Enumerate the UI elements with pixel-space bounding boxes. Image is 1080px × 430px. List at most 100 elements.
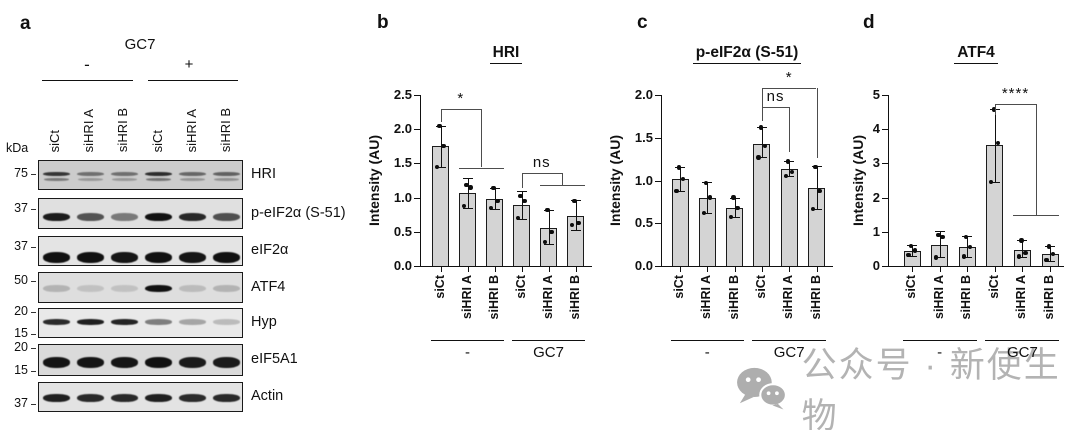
y-tick-label: 0.0 — [393, 258, 412, 273]
x-tick-mark — [707, 266, 709, 272]
protein-band — [42, 213, 70, 221]
y-tick-mark — [655, 223, 661, 225]
x-category-label: siCt — [904, 275, 918, 299]
error-bar-cap-bottom — [543, 244, 554, 246]
chart-title: ATF4 — [896, 44, 1056, 64]
data-point — [1016, 254, 1022, 259]
y-tick-mark — [882, 129, 888, 131]
x-category-label: siHRI B — [959, 275, 974, 320]
lane-label: siCt — [47, 129, 63, 152]
y-axis-line — [888, 95, 889, 266]
kda-marker-tick — [31, 247, 36, 248]
bar — [753, 143, 771, 266]
x-tick-mark — [761, 266, 763, 272]
kda-marker-label: 15 — [14, 363, 28, 377]
error-bar-line — [494, 188, 496, 209]
data-point — [701, 210, 706, 216]
x-tick-mark — [734, 266, 736, 272]
x-tick-mark — [680, 266, 681, 272]
protein-band — [179, 251, 207, 263]
data-point — [991, 107, 996, 112]
data-point — [704, 180, 709, 186]
protein-label: Hyp — [251, 314, 277, 330]
data-point — [758, 125, 764, 130]
x-tick-mark — [1050, 266, 1051, 272]
protein-band — [145, 356, 173, 368]
y-tick-label: 3 — [872, 155, 880, 171]
significance-label: ns — [532, 153, 551, 171]
data-point — [491, 185, 496, 191]
treatment-group-label: GC7 — [1006, 344, 1038, 361]
data-point — [522, 198, 527, 204]
data-point — [676, 165, 682, 170]
data-point — [437, 123, 442, 128]
protein-band — [42, 251, 70, 263]
lane-label: siHRI B — [115, 107, 131, 152]
y-tick-label: 2.5 — [393, 87, 412, 102]
error-bar-cap-bottom — [675, 190, 685, 192]
protein-band-lower — [111, 177, 137, 181]
panel-c-label: c — [637, 12, 648, 33]
treatment-header: GC7 — [124, 36, 156, 53]
protein-band — [76, 251, 104, 263]
protein-band — [110, 251, 138, 263]
sig-bracket-line — [562, 172, 563, 186]
data-point — [515, 215, 521, 221]
x-category-label: siCt — [513, 275, 528, 299]
x-tick-mark — [939, 266, 941, 272]
protein-band — [213, 172, 241, 176]
treatment-group-line — [902, 340, 977, 341]
y-tick-mark — [655, 137, 661, 139]
data-point — [545, 207, 550, 213]
y-tick-mark — [882, 266, 888, 267]
error-bar-cap-bottom — [1045, 260, 1055, 262]
x-category-label: siCt — [672, 275, 686, 299]
error-bar-line — [521, 190, 523, 220]
treatment-group-label: GC7 — [533, 344, 564, 361]
x-tick-mark — [967, 266, 969, 272]
protein-band-lower — [43, 177, 69, 181]
protein-band — [76, 284, 104, 292]
error-bar-cap-bottom — [516, 219, 527, 221]
sig-bracket-line — [761, 88, 763, 121]
protein-band — [42, 172, 70, 176]
data-point — [933, 255, 939, 260]
treatment-group-label: - — [465, 344, 470, 361]
data-point — [906, 252, 911, 258]
y-tick-mark — [882, 231, 888, 233]
x-tick-mark — [789, 266, 791, 272]
x-category-label: siHRI B — [486, 275, 501, 320]
error-bar-cap-bottom — [489, 208, 500, 210]
y-tick-label: 1.0 — [634, 172, 653, 188]
kda-unit-label: kDa — [6, 141, 29, 155]
sig-bracket-line — [1036, 103, 1038, 215]
protein-band — [213, 394, 241, 402]
error-bar-line — [912, 244, 913, 256]
error-bar-cap-bottom — [934, 257, 945, 259]
x-category-label: siHRI A — [931, 275, 946, 319]
data-point — [961, 254, 966, 259]
error-bar-cap-bottom — [729, 217, 740, 219]
data-point — [817, 188, 822, 193]
protein-band — [110, 356, 138, 368]
data-point — [708, 195, 713, 200]
data-point — [756, 155, 761, 160]
y-tick-mark — [882, 95, 888, 96]
chart-title: p-eIF2α (S-51) — [667, 44, 827, 64]
kda-marker-tick — [31, 209, 36, 210]
data-point — [674, 188, 679, 193]
x-category-label: siHRI A — [699, 275, 714, 319]
protein-band — [213, 356, 241, 368]
data-point — [468, 185, 473, 190]
data-point — [786, 159, 791, 164]
data-point — [940, 234, 945, 240]
protein-band — [110, 394, 138, 402]
protein-band — [213, 319, 241, 325]
y-tick-label: 0.5 — [634, 215, 653, 231]
sig-bracket-line — [440, 108, 442, 123]
data-point — [995, 140, 1000, 146]
treatment-group-label: GC7 — [773, 344, 805, 361]
data-point — [1044, 257, 1049, 263]
y-tick-label: 4 — [872, 121, 880, 137]
